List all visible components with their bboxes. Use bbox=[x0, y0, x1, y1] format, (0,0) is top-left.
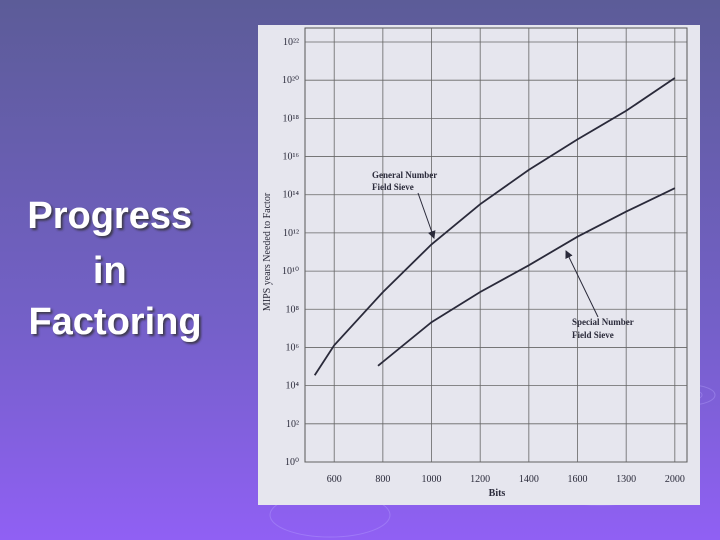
y-tick-label: 10¹⁰ bbox=[282, 266, 299, 277]
y-axis-label: MIPS years Needed to Factor bbox=[262, 192, 273, 311]
y-tick-label: 10⁸ bbox=[286, 304, 300, 315]
x-tick-label: 2000 bbox=[665, 474, 685, 485]
y-tick-label: 10¹⁸ bbox=[283, 113, 300, 124]
x-tick-label: 1600 bbox=[568, 474, 588, 485]
x-tick-label: 800 bbox=[375, 474, 390, 485]
x-tick-label: 1300 bbox=[616, 474, 636, 485]
annotation-line: Field Sieve bbox=[572, 330, 614, 340]
y-tick-label: 10² bbox=[286, 419, 299, 430]
annotation-arrow bbox=[565, 250, 599, 318]
title-line: Progress bbox=[27, 195, 192, 237]
y-tick-label: 10¹² bbox=[283, 228, 299, 239]
y-tick-label: 10⁴ bbox=[286, 381, 300, 392]
x-tick-label: 1000 bbox=[422, 474, 442, 485]
y-tick-label: 10⁶ bbox=[286, 342, 300, 353]
x-tick-label: 1200 bbox=[470, 474, 490, 485]
y-tick-label: 10²² bbox=[283, 37, 299, 48]
plot: 10⁰ 10² 10⁴ 10⁶ 10⁸ 10¹⁰ 10¹² 10¹⁴ 10¹⁶ 10¹⁸ 10²⁰ 1… bbox=[282, 27, 688, 485]
y-tick-label: 10⁰ bbox=[285, 457, 299, 468]
chart-panel bbox=[258, 25, 700, 505]
x-tick-label: 600 bbox=[327, 474, 342, 485]
series-line bbox=[313, 77, 676, 376]
title-line: Factoring bbox=[28, 301, 201, 343]
y-tick-label: 10¹⁶ bbox=[283, 152, 300, 163]
series-line bbox=[377, 187, 676, 367]
annotation-line: Field Sieve bbox=[372, 182, 414, 192]
annotation: Special Number Field Sieve bbox=[572, 317, 636, 340]
title-line: in bbox=[93, 250, 127, 292]
x-axis-label: Bits bbox=[489, 488, 506, 499]
annotation-arrow bbox=[417, 192, 436, 239]
annotation-line: Special Number bbox=[572, 317, 634, 327]
annotation-line: General Number bbox=[372, 170, 437, 180]
slide-title: Progress in Factoring bbox=[27, 195, 202, 343]
y-tick-label: 10¹⁴ bbox=[283, 190, 300, 201]
annotation: General Number Field Sieve bbox=[372, 170, 439, 192]
x-tick-label: 1400 bbox=[519, 474, 539, 485]
y-tick-label: 10²⁰ bbox=[282, 75, 299, 86]
